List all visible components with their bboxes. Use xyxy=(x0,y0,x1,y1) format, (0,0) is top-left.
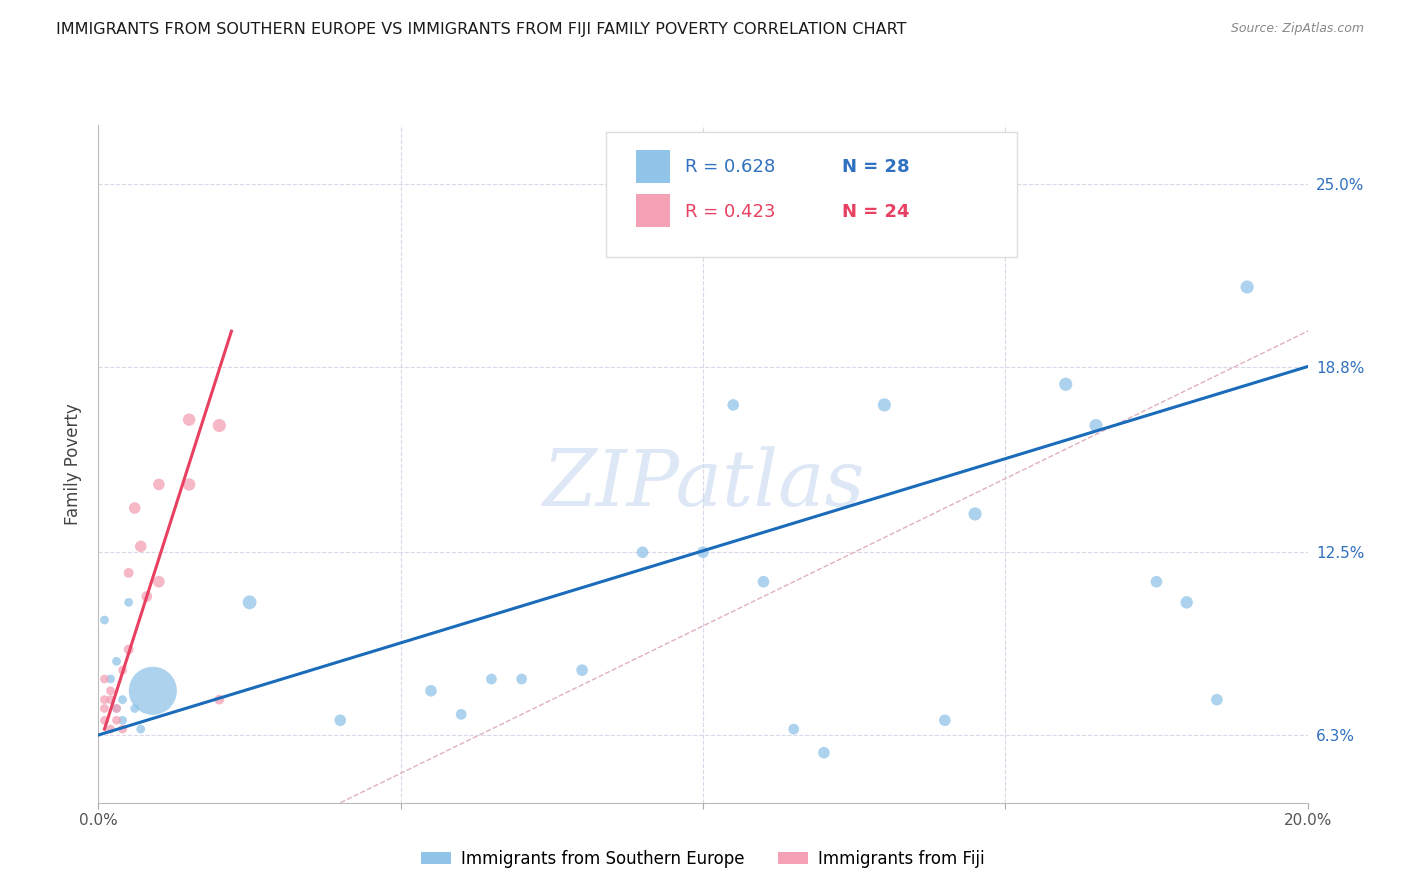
Text: N = 24: N = 24 xyxy=(842,202,910,220)
Point xyxy=(118,642,141,657)
Point xyxy=(118,595,141,609)
Point xyxy=(142,683,165,698)
Point xyxy=(450,707,472,722)
Point xyxy=(93,692,115,706)
Text: ZIPatlas: ZIPatlas xyxy=(541,446,865,523)
Point xyxy=(105,654,128,668)
Point xyxy=(129,722,152,736)
Point xyxy=(873,398,896,412)
Point xyxy=(1236,280,1258,294)
Point xyxy=(160,816,183,830)
Point xyxy=(510,672,533,686)
Point xyxy=(420,683,443,698)
Point xyxy=(934,713,956,727)
Point xyxy=(1144,574,1167,589)
Point xyxy=(692,545,714,559)
Point xyxy=(783,722,806,736)
Point xyxy=(1054,377,1077,392)
Point xyxy=(100,683,122,698)
Point xyxy=(111,692,134,706)
Text: IMMIGRANTS FROM SOUTHERN EUROPE VS IMMIGRANTS FROM FIJI FAMILY POVERTY CORRELATI: IMMIGRANTS FROM SOUTHERN EUROPE VS IMMIG… xyxy=(56,22,907,37)
Point xyxy=(148,477,170,491)
Point xyxy=(179,412,201,426)
Point xyxy=(105,701,128,715)
Point xyxy=(1175,595,1198,609)
FancyBboxPatch shape xyxy=(637,150,671,183)
Point xyxy=(111,713,134,727)
Point xyxy=(631,545,654,559)
Point xyxy=(752,574,775,589)
Point xyxy=(118,566,141,580)
FancyBboxPatch shape xyxy=(606,132,1018,257)
Point xyxy=(148,574,170,589)
Text: N = 28: N = 28 xyxy=(842,158,910,176)
Point xyxy=(481,672,503,686)
Point xyxy=(1206,692,1229,706)
Point xyxy=(208,418,231,433)
Point xyxy=(1085,418,1108,433)
Point xyxy=(723,398,745,412)
Point xyxy=(93,613,115,627)
Text: Source: ZipAtlas.com: Source: ZipAtlas.com xyxy=(1230,22,1364,36)
Point xyxy=(124,701,146,715)
Point xyxy=(111,663,134,677)
Point xyxy=(329,713,352,727)
Point xyxy=(93,672,115,686)
Point xyxy=(129,540,152,554)
Point xyxy=(239,595,262,609)
Point xyxy=(105,713,128,727)
Point xyxy=(124,501,146,516)
Point xyxy=(135,590,157,604)
Legend: Immigrants from Southern Europe, Immigrants from Fiji: Immigrants from Southern Europe, Immigra… xyxy=(415,844,991,875)
Point xyxy=(965,507,987,521)
Point xyxy=(160,816,183,830)
Point xyxy=(93,701,115,715)
Point xyxy=(571,663,593,677)
Point xyxy=(100,672,122,686)
Text: R = 0.423: R = 0.423 xyxy=(685,202,775,220)
Point xyxy=(111,722,134,736)
Point xyxy=(179,477,201,491)
FancyBboxPatch shape xyxy=(637,194,671,227)
Point xyxy=(93,713,115,727)
Text: R = 0.628: R = 0.628 xyxy=(685,158,775,176)
Point xyxy=(208,692,231,706)
Point xyxy=(813,746,835,760)
Point xyxy=(100,722,122,736)
Point xyxy=(100,692,122,706)
Y-axis label: Family Poverty: Family Poverty xyxy=(65,403,83,524)
Point xyxy=(105,701,128,715)
